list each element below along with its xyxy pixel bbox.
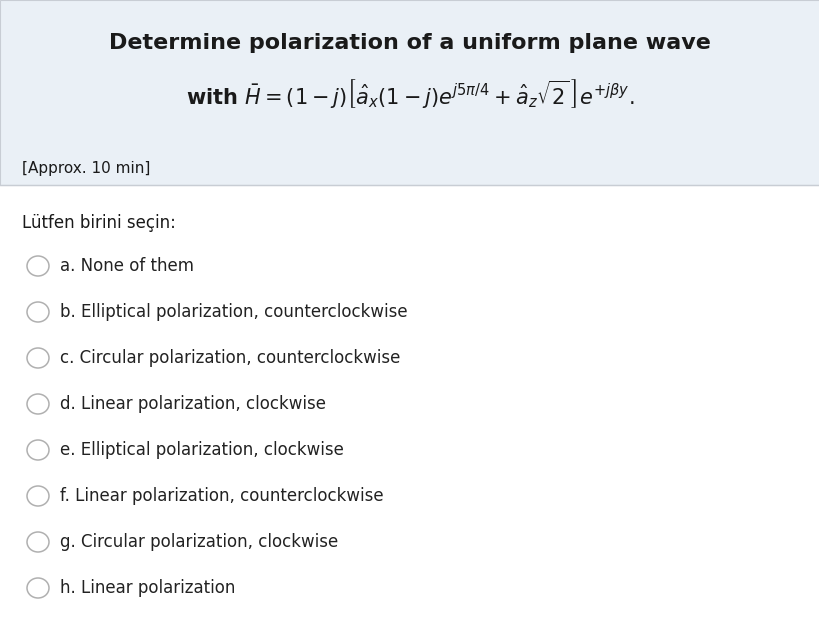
Ellipse shape — [27, 256, 49, 276]
Text: f. Linear polarization, counterclockwise: f. Linear polarization, counterclockwise — [60, 487, 383, 505]
Ellipse shape — [27, 440, 49, 460]
Ellipse shape — [27, 486, 49, 506]
Text: c. Circular polarization, counterclockwise: c. Circular polarization, counterclockwi… — [60, 349, 400, 367]
Text: g. Circular polarization, clockwise: g. Circular polarization, clockwise — [60, 533, 338, 551]
Text: e. Elliptical polarization, clockwise: e. Elliptical polarization, clockwise — [60, 441, 343, 459]
Ellipse shape — [27, 302, 49, 322]
Text: Determine polarization of a uniform plane wave: Determine polarization of a uniform plan… — [109, 33, 710, 53]
Ellipse shape — [27, 578, 49, 598]
Text: d. Linear polarization, clockwise: d. Linear polarization, clockwise — [60, 395, 326, 413]
Ellipse shape — [27, 348, 49, 368]
Text: b. Elliptical polarization, counterclockwise: b. Elliptical polarization, counterclock… — [60, 303, 407, 321]
Ellipse shape — [27, 394, 49, 414]
Text: h. Linear polarization: h. Linear polarization — [60, 579, 235, 597]
Text: a. None of them: a. None of them — [60, 257, 194, 275]
Text: Lütfen birini seçin:: Lütfen birini seçin: — [22, 214, 175, 232]
Ellipse shape — [27, 532, 49, 552]
FancyBboxPatch shape — [0, 0, 819, 185]
Text: [Approx. 10 min]: [Approx. 10 min] — [22, 161, 150, 177]
Text: with $\bar{H} =(1-j)\left[\hat{a}_x(1-j)e^{j5\pi/4} +\hat{a}_z\sqrt{2}\,\right]e: with $\bar{H} =(1-j)\left[\hat{a}_x(1-j)… — [186, 77, 633, 110]
